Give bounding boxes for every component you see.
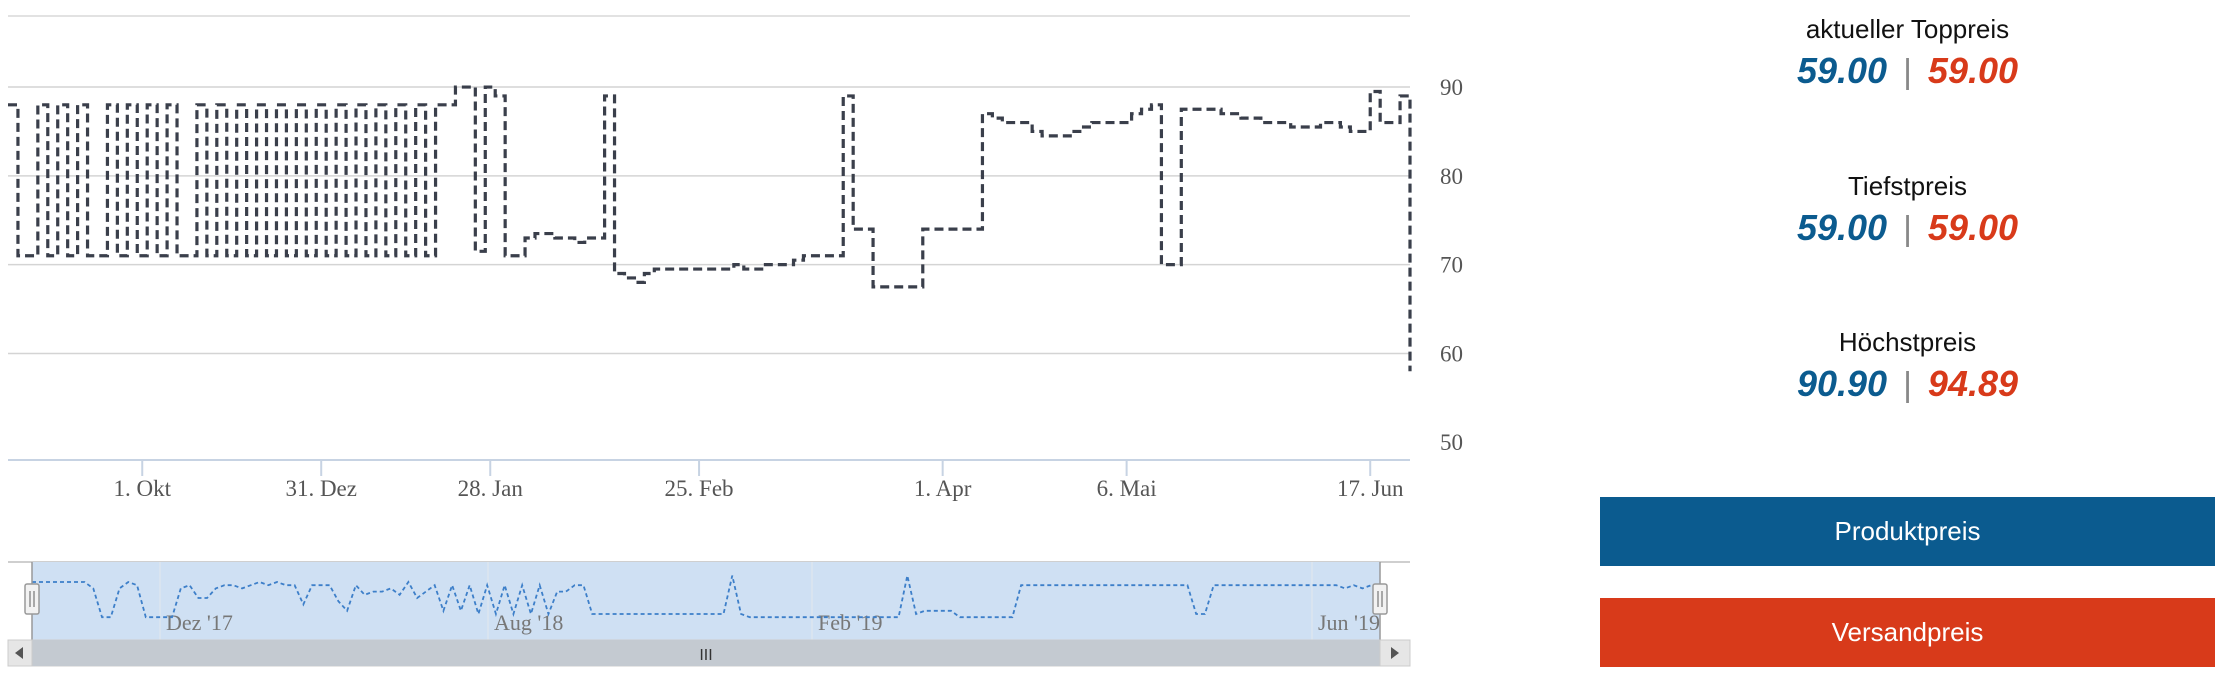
price-history-chart: 50 60 70 80 90 1. Okt 31. Dez 28. Jan 25. Feb 1. … — [7, 15, 1463, 667]
handle-grip — [24, 583, 40, 615]
y-tick-label: 90 — [1440, 75, 1463, 100]
stat-values: 59.00 | 59.00 — [1600, 203, 2215, 253]
navigator-label: Jun '19 — [1318, 610, 1380, 635]
scrollbar-thumb — [32, 640, 1380, 666]
x-tick-label: 28. Jan — [458, 476, 524, 501]
y-tick-label: 60 — [1440, 341, 1463, 366]
separator: | — [1903, 366, 1912, 404]
separator: | — [1903, 210, 1912, 248]
y-tick-label: 80 — [1440, 164, 1463, 189]
x-tick-label: 25. Feb — [665, 476, 734, 501]
x-tick-label: 1. Okt — [113, 476, 171, 501]
stat-label: aktueller Toppreis — [1805, 14, 2010, 44]
product-price-button[interactable]: Produktpreis — [1600, 497, 2215, 566]
navigator-scrollbar[interactable]: III — [7, 639, 1411, 667]
stat-label: Tiefstpreis — [1848, 171, 1967, 201]
shipping-price-value: 59.00 — [1927, 207, 2019, 248]
stat-label: Höchstpreis — [1838, 327, 1977, 357]
y-tick-label: 70 — [1440, 253, 1463, 278]
product-price-value: 59.00 — [1796, 50, 1888, 91]
chart-svg: 50 60 70 80 90 1. Okt 31. Dez 28. Jan 25. Feb 1. … — [7, 15, 1463, 667]
navigator-label: Feb '19 — [818, 610, 882, 635]
x-tick-label: 17. Jun — [1337, 476, 1404, 501]
navigator-selection — [32, 562, 1380, 640]
stat-values: 59.00 | 59.00 — [1600, 46, 2215, 96]
separator: | — [1903, 53, 1912, 91]
navigator-left-handle[interactable] — [24, 562, 40, 640]
stat-highest-price: Höchstpreis 90.90 | 94.89 — [1600, 325, 2215, 409]
shipping-price-button[interactable]: Versandpreis — [1600, 598, 2215, 667]
navigator-right-handle[interactable] — [1372, 562, 1388, 640]
price-series-line — [8, 85, 1412, 372]
x-tick-label: 31. Dez — [285, 476, 357, 501]
x-tick-label: 1. Apr — [914, 476, 972, 501]
shipping-price-value: 59.00 — [1927, 50, 2019, 91]
x-tick-label: 6. Mai — [1097, 476, 1157, 501]
scrollbar-grip: III — [699, 647, 712, 664]
shipping-price-value: 94.89 — [1927, 363, 2019, 404]
product-price-value: 59.00 — [1796, 207, 1888, 248]
scroll-right-arrow-icon — [1391, 647, 1399, 659]
y-tick-label: 50 — [1440, 430, 1463, 455]
stat-current-top-price: aktueller Toppreis 59.00 | 59.00 — [1600, 12, 2215, 96]
stat-lowest-price: Tiefstpreis 59.00 | 59.00 — [1600, 169, 2215, 253]
stat-values: 90.90 | 94.89 — [1600, 359, 2215, 409]
scroll-left-arrow-icon — [15, 647, 23, 659]
navigator-series-line — [32, 575, 1380, 619]
handle-grip — [1372, 583, 1388, 615]
navigator-label: Aug '18 — [494, 610, 563, 635]
navigator-label: Dez '17 — [166, 610, 233, 635]
product-price-value: 90.90 — [1796, 363, 1888, 404]
